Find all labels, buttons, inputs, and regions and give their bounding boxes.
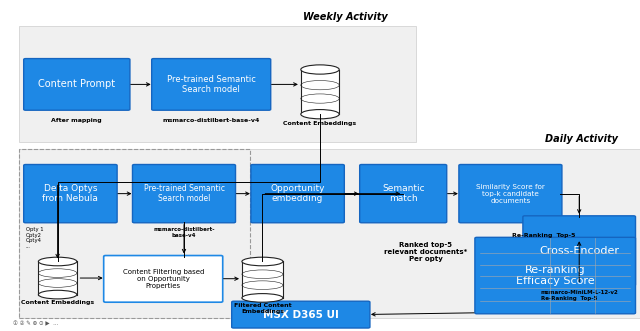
FancyBboxPatch shape (242, 261, 283, 298)
Text: Content Prompt: Content Prompt (38, 79, 115, 89)
FancyBboxPatch shape (132, 165, 236, 223)
Text: Opportunity
embedding: Opportunity embedding (270, 184, 325, 203)
Text: Filtered Content
Embeddings: Filtered Content Embeddings (234, 303, 291, 314)
FancyBboxPatch shape (19, 26, 416, 142)
FancyBboxPatch shape (360, 165, 447, 223)
Ellipse shape (301, 65, 339, 74)
Text: Daily Activity: Daily Activity (545, 134, 618, 144)
Ellipse shape (301, 110, 339, 119)
FancyBboxPatch shape (152, 59, 271, 110)
FancyBboxPatch shape (232, 301, 370, 328)
Text: msmarco-distilbert-
base-v4: msmarco-distilbert- base-v4 (153, 227, 215, 238)
Ellipse shape (38, 290, 77, 299)
Text: Content Embeddings: Content Embeddings (21, 300, 94, 305)
Text: Delta Optys
from Nebula: Delta Optys from Nebula (42, 184, 99, 203)
Text: msmarco-distilbert-base-v4: msmarco-distilbert-base-v4 (163, 118, 260, 122)
Text: Weekly Activity: Weekly Activity (303, 12, 388, 22)
Ellipse shape (242, 257, 283, 266)
FancyBboxPatch shape (19, 149, 640, 318)
Text: ① ② ✎ ⊕ ⊙ ▶  ...: ① ② ✎ ⊕ ⊙ ▶ ... (13, 321, 58, 326)
FancyBboxPatch shape (301, 70, 339, 114)
Text: Re-Ranking  Top-5: Re-Ranking Top-5 (541, 296, 597, 301)
Ellipse shape (38, 257, 77, 266)
Text: After mapping: After mapping (51, 118, 102, 122)
Text: Pre-trained Semantic
Search model: Pre-trained Semantic Search model (167, 75, 255, 94)
FancyBboxPatch shape (104, 256, 223, 302)
Text: msmarco-MiniLM-L-12-v2: msmarco-MiniLM-L-12-v2 (540, 290, 618, 295)
Text: Content Filtering based
on Opportunity
Properties: Content Filtering based on Opportunity P… (122, 269, 204, 289)
Text: Cross-Encoder: Cross-Encoder (539, 246, 619, 256)
Text: Ranked top-5
relevant documents*
Per opty: Ranked top-5 relevant documents* Per opt… (384, 242, 467, 261)
FancyBboxPatch shape (459, 165, 562, 223)
Ellipse shape (242, 294, 283, 302)
Text: Opty 1
Opty2
Opty4
...: Opty 1 Opty2 Opty4 ... (26, 227, 44, 249)
Text: Semantic
match: Semantic match (382, 184, 424, 203)
Text: MSX D365 UI: MSX D365 UI (263, 309, 339, 320)
Text: Re-ranking
Efficacy Score: Re-ranking Efficacy Score (516, 265, 595, 286)
Text: Pre-trained Semantic
Search model: Pre-trained Semantic Search model (143, 184, 225, 203)
Text: Re-Ranking  Top-5: Re-Ranking Top-5 (512, 233, 575, 238)
FancyBboxPatch shape (251, 165, 344, 223)
FancyBboxPatch shape (24, 59, 130, 110)
Text: Similarity Score for
top-k candidate
documents: Similarity Score for top-k candidate doc… (476, 184, 545, 204)
FancyBboxPatch shape (475, 237, 636, 314)
FancyBboxPatch shape (523, 216, 636, 286)
Text: Content Embeddings: Content Embeddings (284, 121, 356, 126)
FancyBboxPatch shape (24, 165, 117, 223)
FancyBboxPatch shape (38, 261, 77, 295)
